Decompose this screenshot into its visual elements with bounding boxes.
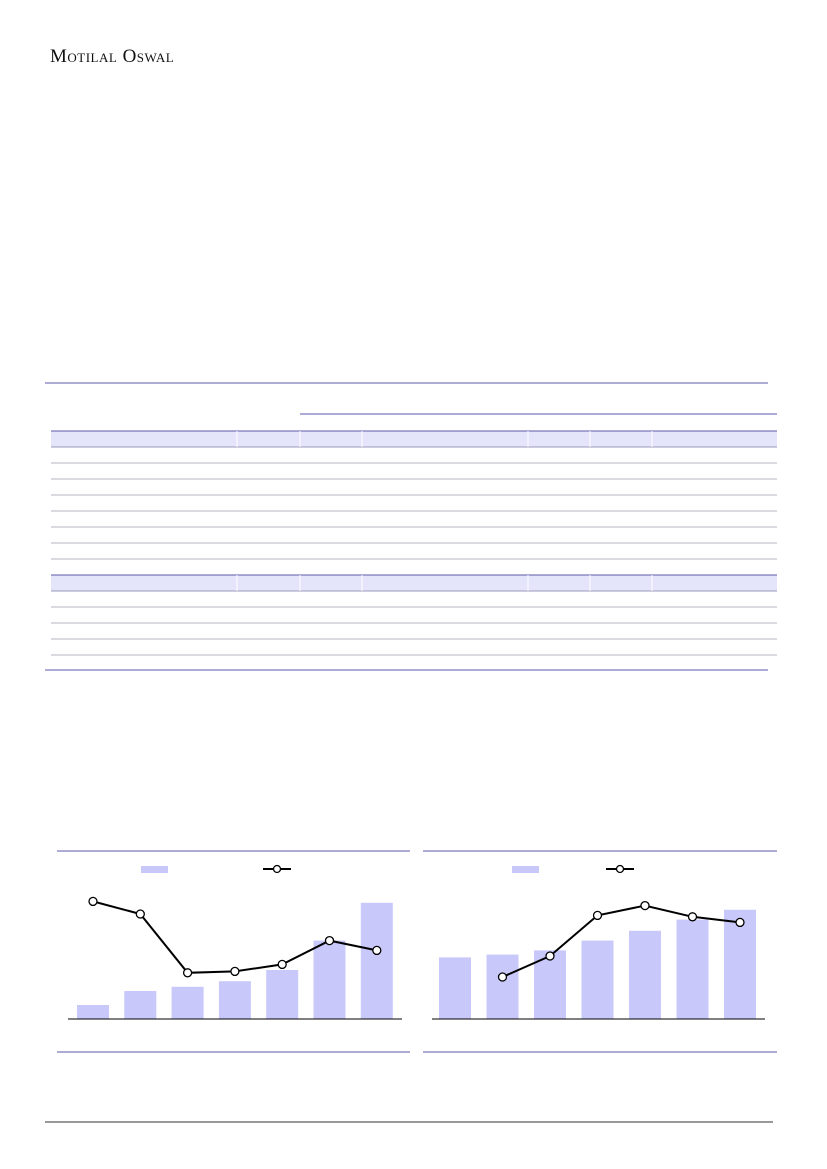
line-marker xyxy=(277,959,287,970)
bar xyxy=(724,909,756,1019)
legend-swatch xyxy=(141,866,168,873)
legend-swatch xyxy=(512,866,539,873)
bar xyxy=(77,1005,109,1019)
bar xyxy=(534,950,566,1019)
table-band xyxy=(51,431,777,447)
bar xyxy=(218,981,251,1019)
line-marker xyxy=(88,896,98,907)
line-marker xyxy=(640,900,650,911)
line-marker xyxy=(372,945,382,956)
line-marker xyxy=(497,972,508,982)
bar xyxy=(171,986,204,1019)
table-band xyxy=(51,575,777,591)
line-marker xyxy=(324,935,335,946)
bar xyxy=(124,991,157,1019)
bar xyxy=(629,930,661,1019)
line-marker xyxy=(182,968,193,978)
bar xyxy=(313,940,346,1019)
line-marker xyxy=(135,909,145,919)
brand: Motilal Oswal xyxy=(50,46,175,67)
line-marker xyxy=(687,912,698,922)
bar xyxy=(581,940,614,1019)
line-series xyxy=(502,904,741,978)
line-marker xyxy=(545,951,555,961)
bar xyxy=(486,954,519,1019)
line-marker xyxy=(230,966,240,977)
bar xyxy=(439,957,471,1019)
line-marker xyxy=(735,917,745,928)
bar xyxy=(266,970,299,1019)
legend-marker xyxy=(615,864,625,874)
bar xyxy=(676,919,709,1019)
legend-marker xyxy=(272,864,282,874)
line-marker xyxy=(592,910,603,921)
bar xyxy=(360,902,393,1019)
